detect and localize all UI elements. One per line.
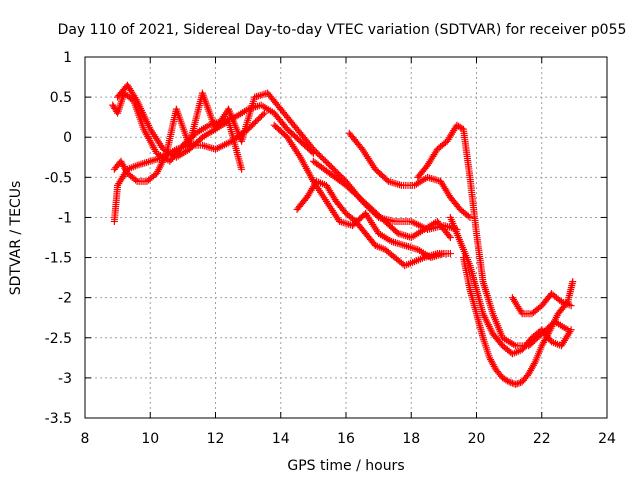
x-tick-label: 16 bbox=[337, 431, 355, 447]
data-point bbox=[567, 302, 575, 310]
y-tick-label: 0 bbox=[63, 130, 72, 146]
y-tick-label: -3 bbox=[58, 371, 72, 387]
data-point bbox=[543, 331, 551, 339]
data-point bbox=[569, 278, 577, 286]
data-point bbox=[503, 377, 511, 385]
data-point bbox=[445, 232, 453, 240]
axis-ticks: 8 10 12 14 16 18 20 22 24-3.5-3-2.5-2-1.5-1-0.50… bbox=[45, 50, 616, 447]
chart-title: Day 110 of 2021, Sidereal Day-to-day VTE… bbox=[58, 22, 627, 38]
x-axis-title: GPS time / hours bbox=[287, 458, 404, 474]
data-marks bbox=[109, 81, 577, 388]
y-tick-label: -0.5 bbox=[45, 170, 72, 186]
series-arc-6 bbox=[293, 177, 454, 270]
x-tick-label: 10 bbox=[141, 431, 159, 447]
series-arc-8 bbox=[309, 157, 454, 241]
y-tick-label: -2.5 bbox=[45, 331, 72, 347]
data-point bbox=[260, 109, 268, 117]
y-tick-label: -1 bbox=[58, 210, 72, 226]
data-point bbox=[515, 379, 523, 387]
data-point bbox=[446, 250, 454, 258]
y-tick-label: 1 bbox=[63, 50, 72, 66]
data-point bbox=[508, 379, 516, 387]
series-arc-7 bbox=[277, 105, 461, 233]
x-tick-label: 18 bbox=[402, 431, 420, 447]
data-point bbox=[507, 379, 515, 387]
y-tick-label: -3.5 bbox=[45, 411, 72, 427]
y-axis-title: SDTVAR / TECUs bbox=[8, 181, 24, 296]
data-point bbox=[556, 296, 564, 304]
series-arc-12 bbox=[459, 254, 577, 388]
data-point bbox=[512, 380, 520, 388]
data-point bbox=[238, 165, 246, 173]
data-point bbox=[259, 111, 267, 119]
grid-layer bbox=[84, 56, 608, 419]
data-point bbox=[446, 234, 454, 241]
data-point bbox=[505, 378, 513, 386]
series-arc-4 bbox=[114, 81, 246, 173]
data-point bbox=[530, 360, 538, 368]
series-arc-9 bbox=[345, 129, 474, 221]
x-tick-label: 24 bbox=[598, 431, 616, 447]
y-tick-label: -1.5 bbox=[45, 251, 72, 267]
x-tick-label: 8 bbox=[81, 431, 90, 447]
series-arc-5 bbox=[270, 121, 448, 262]
x-tick-label: 12 bbox=[207, 431, 225, 447]
x-tick-label: 20 bbox=[468, 431, 486, 447]
x-tick-label: 14 bbox=[272, 431, 290, 447]
series-arc-13 bbox=[508, 290, 575, 318]
series-arc-10 bbox=[414, 121, 572, 350]
data-point bbox=[567, 326, 575, 334]
y-tick-label: 0.5 bbox=[50, 90, 72, 106]
data-point bbox=[513, 380, 521, 388]
x-tick-label: 22 bbox=[533, 431, 551, 447]
data-point bbox=[464, 212, 472, 220]
data-point bbox=[466, 213, 474, 221]
y-tick-label: -2 bbox=[58, 291, 72, 307]
data-point bbox=[132, 176, 140, 184]
